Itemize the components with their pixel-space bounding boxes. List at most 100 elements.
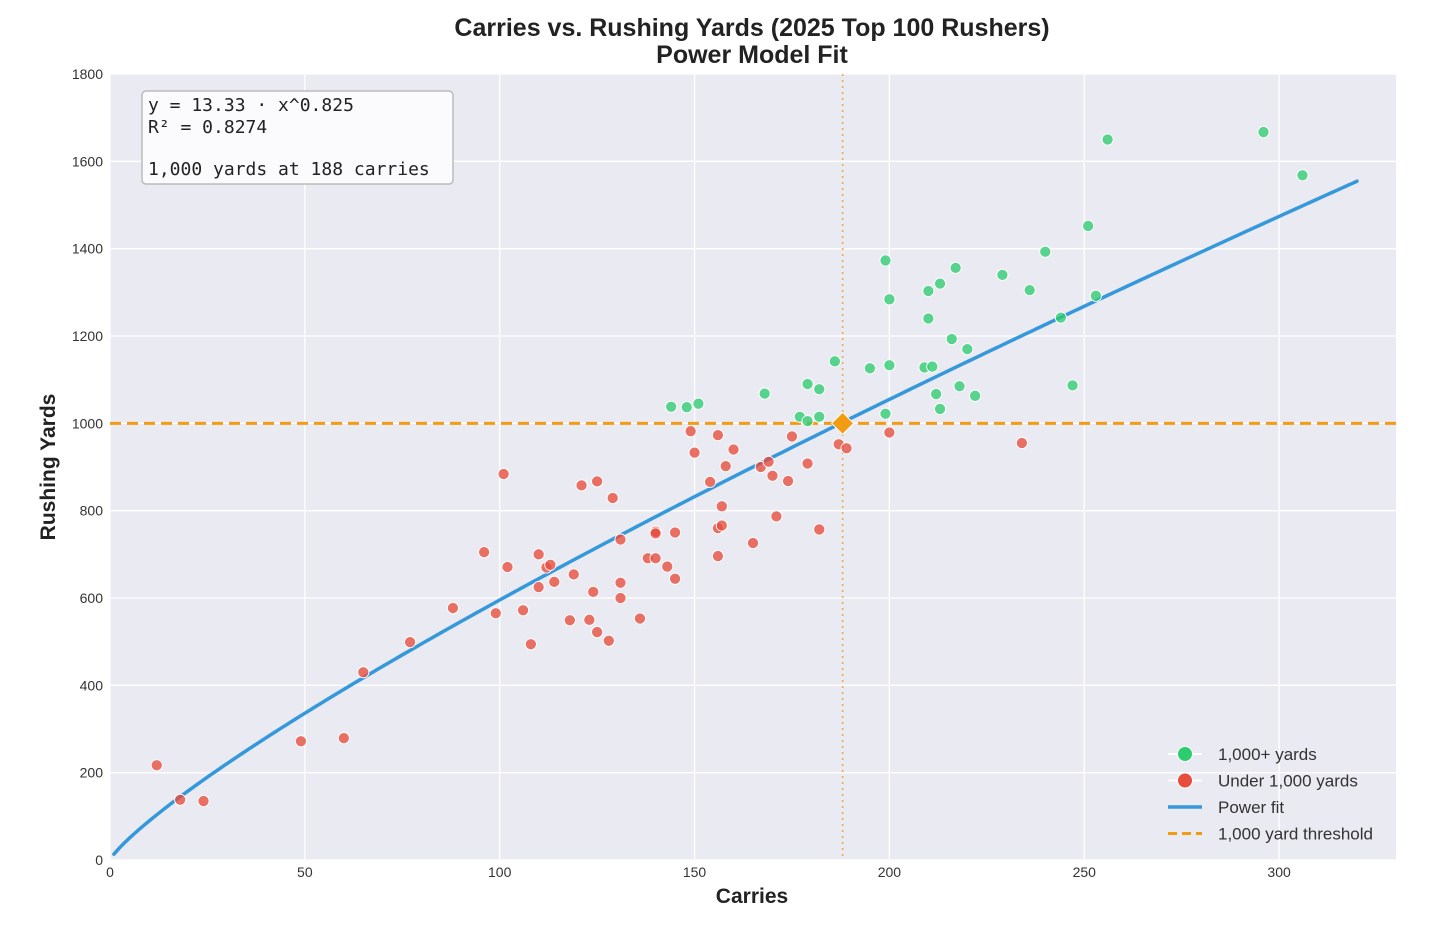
y-tick-label: 1800 (72, 66, 103, 82)
y-tick-label: 800 (80, 503, 104, 519)
data-point (727, 443, 740, 456)
data-point (715, 519, 728, 532)
legend-label: 1,000+ yards (1218, 745, 1317, 764)
data-point (665, 400, 678, 413)
fit-line (112, 179, 1359, 856)
data-point (801, 377, 814, 391)
threshold-lines (110, 74, 1396, 860)
data-point (879, 407, 892, 420)
data-point (1257, 126, 1270, 139)
data-point (532, 548, 545, 561)
data-point (404, 636, 417, 649)
annotation-line-4: 1,000 yards at 188 carries (148, 159, 430, 180)
data-point (446, 601, 459, 615)
x-tick-label: 300 (1267, 864, 1291, 880)
data-point (489, 607, 502, 620)
x-tick-label: 150 (683, 864, 707, 880)
data-point (719, 460, 732, 473)
data-point (174, 793, 187, 806)
data-point (567, 568, 580, 581)
data-point (1054, 311, 1067, 324)
data-point (879, 254, 892, 267)
data-point (883, 359, 896, 372)
data-point (591, 626, 604, 639)
data-point (762, 455, 775, 468)
data-point (1015, 436, 1028, 450)
data-point (357, 666, 370, 679)
data-point (785, 430, 799, 443)
data-point (606, 491, 619, 505)
data-point (1089, 289, 1102, 302)
data-point (544, 558, 557, 571)
data-point (828, 355, 841, 368)
data-point (688, 446, 701, 459)
data-point (801, 415, 814, 428)
fit-line-group (112, 179, 1359, 856)
data-point (633, 612, 647, 625)
data-point (1082, 219, 1095, 233)
data-point (1296, 169, 1309, 182)
annotation-frame (141, 90, 454, 185)
data-point (782, 474, 795, 488)
data-point (501, 560, 514, 574)
y-axis-label: Rushing Yards (37, 394, 60, 541)
annotation-line-2: R² = 0.8274 (148, 117, 267, 138)
data-point (563, 614, 576, 627)
data-point (945, 333, 958, 346)
y-tick-label: 1200 (72, 328, 103, 344)
data-point (587, 585, 600, 598)
data-point (969, 389, 982, 402)
data-point (922, 284, 935, 298)
data-point (961, 343, 974, 356)
data-point (478, 546, 491, 559)
data-point (996, 268, 1009, 281)
data-point (1066, 379, 1079, 392)
threshold-marker-group (830, 411, 855, 436)
y-tick-label: 1400 (72, 241, 103, 257)
data-point (294, 735, 308, 748)
data-point (704, 475, 717, 488)
y-tick-label: 0 (95, 852, 103, 868)
data-point (614, 533, 627, 546)
data-point (883, 293, 896, 306)
chart-title: Carries vs. Rushing Yards (2025 Top 100 … (454, 14, 1049, 42)
legend-label: 1,000 yard threshold (1218, 825, 1373, 844)
data-point (758, 387, 771, 400)
data-point (934, 402, 947, 415)
data-point (926, 360, 939, 373)
data-point (863, 362, 876, 375)
data-point (591, 475, 604, 488)
data-point (602, 634, 615, 647)
data-point (583, 613, 596, 626)
data-point (840, 442, 853, 455)
data-point (669, 526, 682, 539)
data-point (770, 510, 783, 523)
data-point (711, 550, 724, 563)
data-point (575, 479, 588, 492)
data-point (883, 426, 896, 439)
data-point (813, 383, 826, 396)
data-point (934, 277, 947, 290)
data-point (649, 552, 662, 565)
legend-swatch-marker (1177, 746, 1193, 762)
y-tick-label: 1000 (72, 415, 103, 431)
x-tick-label: 0 (106, 864, 114, 880)
data-point (649, 527, 662, 540)
data-point (953, 380, 966, 393)
data-point (813, 523, 826, 536)
data-point (661, 560, 674, 573)
data-point (766, 469, 779, 482)
data-point (1039, 245, 1052, 258)
legend: 1,000+ yards Under 1,000 yards Power fit 1,… (1168, 745, 1373, 844)
y-tick-label: 200 (80, 765, 104, 781)
y-tick-label: 400 (80, 677, 104, 693)
data-point (150, 759, 163, 772)
y-tick-label: 600 (80, 590, 104, 606)
x-tick-label: 100 (488, 864, 512, 880)
grid-lines (109, 73, 1396, 861)
data-point (813, 410, 826, 423)
chart-subtitle: Power Model Fit (656, 41, 848, 69)
legend-label: Power fit (1218, 798, 1284, 817)
data-point (197, 795, 210, 808)
legend-label: Under 1,000 yards (1218, 772, 1358, 791)
